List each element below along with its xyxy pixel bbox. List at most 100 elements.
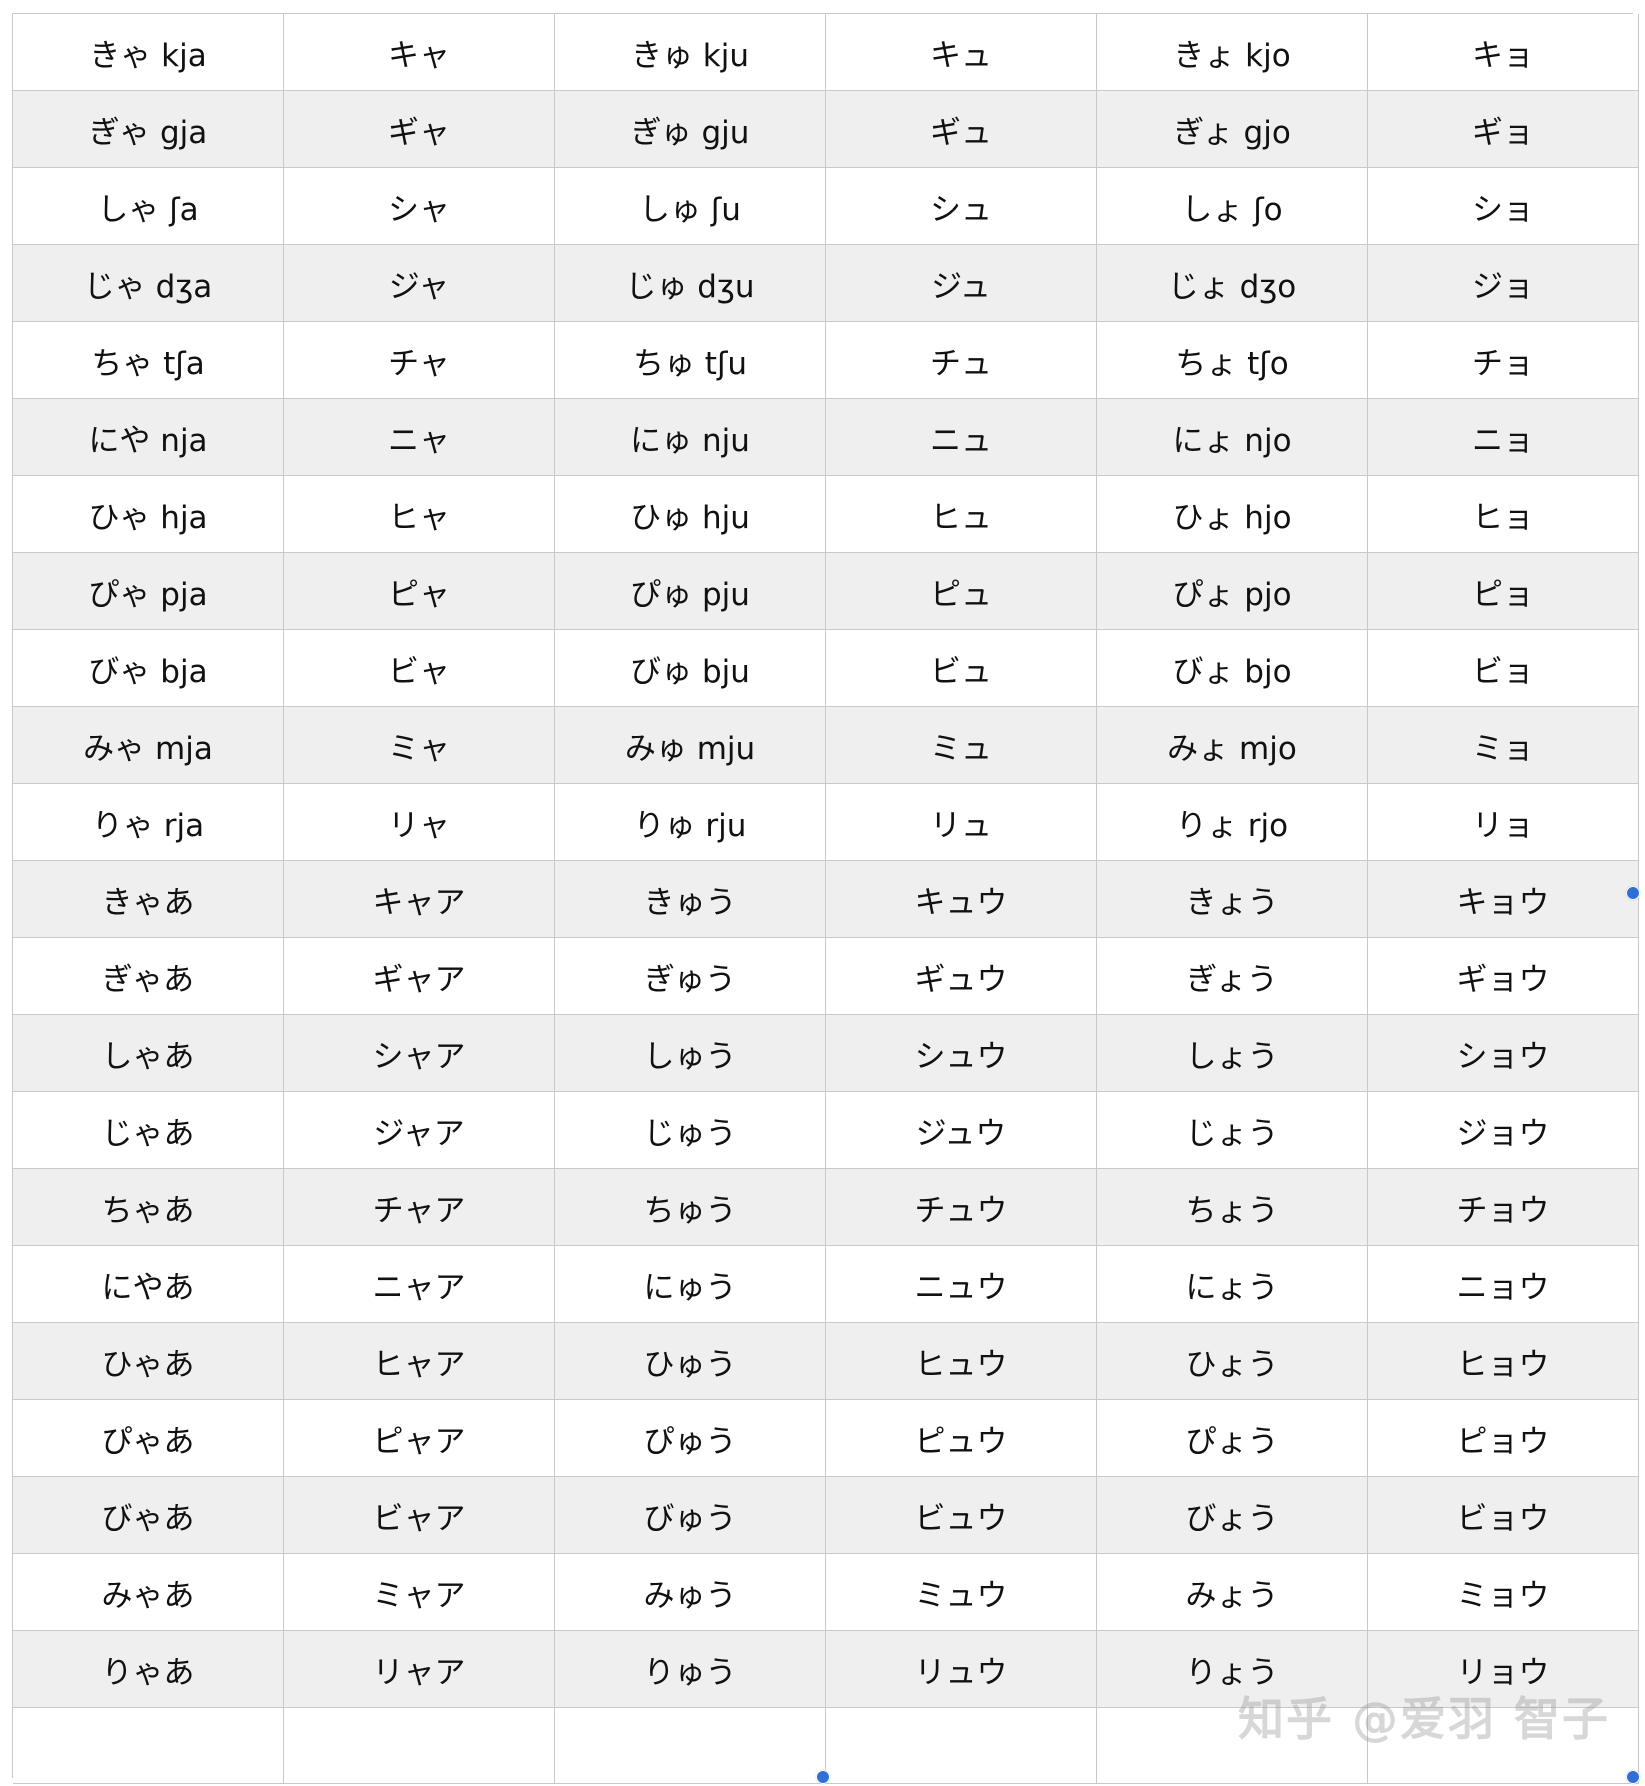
table-cell[interactable]: ショウ [1367, 1014, 1639, 1092]
table-cell-empty[interactable] [1096, 1707, 1368, 1784]
table-cell[interactable]: ひゃあ [13, 1322, 284, 1400]
table-cell[interactable]: ヒュ [825, 475, 1097, 553]
table-cell[interactable]: ぴょ pjo [1096, 552, 1368, 630]
table-cell[interactable]: みょう [1096, 1553, 1368, 1631]
table-cell[interactable]: ニョウ [1367, 1245, 1639, 1323]
table-cell[interactable]: リュウ [825, 1630, 1097, 1708]
table-cell[interactable]: チョ [1367, 321, 1639, 399]
table-cell[interactable]: ピュウ [825, 1399, 1097, 1477]
table-cell[interactable]: みょ mjo [1096, 706, 1368, 784]
table-cell[interactable]: びょう [1096, 1476, 1368, 1554]
table-cell[interactable]: きゃ kja [13, 14, 284, 91]
table-cell[interactable]: しゅう [554, 1014, 826, 1092]
table-cell[interactable]: ビャア [283, 1476, 555, 1554]
table-cell[interactable]: びゃ bja [13, 629, 284, 707]
table-cell[interactable]: にや nja [13, 398, 284, 476]
table-cell-empty[interactable] [283, 1707, 555, 1784]
table-cell[interactable]: ミョ [1367, 706, 1639, 784]
table-cell[interactable]: にょ njo [1096, 398, 1368, 476]
table-cell[interactable]: しゃ ʃa [13, 167, 284, 245]
table-cell[interactable]: リュ [825, 783, 1097, 861]
table-cell-empty[interactable] [1367, 1707, 1639, 1784]
table-cell-empty[interactable] [13, 1707, 284, 1784]
table-cell[interactable]: びょ bjo [1096, 629, 1368, 707]
table-cell[interactable]: ヒュウ [825, 1322, 1097, 1400]
table-cell[interactable]: キュ [825, 14, 1097, 91]
table-cell[interactable]: ひょう [1096, 1322, 1368, 1400]
table-cell[interactable]: ジョウ [1367, 1091, 1639, 1169]
table-cell[interactable]: じょ dʒo [1096, 244, 1368, 322]
table-cell[interactable]: ギョ [1367, 90, 1639, 168]
table-cell-empty[interactable] [554, 1707, 826, 1784]
table-cell[interactable]: ちゅう [554, 1168, 826, 1246]
table-cell[interactable]: キョ [1367, 14, 1639, 91]
table-cell[interactable]: ぴょう [1096, 1399, 1368, 1477]
table-cell[interactable]: ニュ [825, 398, 1097, 476]
resize-handle-corner[interactable] [1626, 1770, 1640, 1784]
table-cell[interactable]: ミャア [283, 1553, 555, 1631]
table-cell[interactable]: ピャア [283, 1399, 555, 1477]
table-cell[interactable]: じゅう [554, 1091, 826, 1169]
table-cell[interactable]: ヒャ [283, 475, 555, 553]
table-cell[interactable]: シャ [283, 167, 555, 245]
table-cell[interactable]: しょう [1096, 1014, 1368, 1092]
table-cell[interactable]: ビョウ [1367, 1476, 1639, 1554]
table-cell[interactable]: シュウ [825, 1014, 1097, 1092]
table-cell[interactable]: ちゅ tʃu [554, 321, 826, 399]
resize-handle-bottom[interactable] [816, 1770, 830, 1784]
table-cell[interactable]: キャア [283, 860, 555, 938]
table-cell[interactable]: ミョウ [1367, 1553, 1639, 1631]
table-cell[interactable]: リョ [1367, 783, 1639, 861]
table-cell[interactable]: びゅ bju [554, 629, 826, 707]
table-cell[interactable]: ビュウ [825, 1476, 1097, 1554]
table-cell[interactable]: きょ kjo [1096, 14, 1368, 91]
table-cell[interactable]: キャ [283, 14, 555, 91]
table-cell[interactable]: りょ rjo [1096, 783, 1368, 861]
table-cell[interactable]: ヒョウ [1367, 1322, 1639, 1400]
table-cell[interactable]: りゅ rju [554, 783, 826, 861]
table-cell[interactable]: ぎょ gjo [1096, 90, 1368, 168]
table-cell[interactable]: りょう [1096, 1630, 1368, 1708]
table-cell[interactable]: ミュ [825, 706, 1097, 784]
table-cell[interactable]: ビュ [825, 629, 1097, 707]
table-cell[interactable]: リャア [283, 1630, 555, 1708]
table-cell[interactable]: ギョウ [1367, 937, 1639, 1015]
table-cell[interactable]: ニャア [283, 1245, 555, 1323]
table-cell[interactable]: にやあ [13, 1245, 284, 1323]
table-cell[interactable]: チャア [283, 1168, 555, 1246]
table-cell[interactable]: しょ ʃo [1096, 167, 1368, 245]
table-cell[interactable]: ギュ [825, 90, 1097, 168]
table-cell[interactable]: ひゃ hja [13, 475, 284, 553]
table-cell[interactable]: きゃあ [13, 860, 284, 938]
table-cell[interactable]: ぎゃあ [13, 937, 284, 1015]
table-cell[interactable]: ジュ [825, 244, 1097, 322]
table-cell[interactable]: にゅ nju [554, 398, 826, 476]
table-cell[interactable]: ビャ [283, 629, 555, 707]
table-cell[interactable]: ヒャア [283, 1322, 555, 1400]
table-cell[interactable]: ギャア [283, 937, 555, 1015]
table-cell[interactable]: しゃあ [13, 1014, 284, 1092]
resize-handle-right[interactable] [1626, 886, 1640, 900]
table-cell[interactable]: りゃ rja [13, 783, 284, 861]
table-cell-empty[interactable] [825, 1707, 1097, 1784]
table-cell[interactable]: ぎょう [1096, 937, 1368, 1015]
table-cell[interactable]: チャ [283, 321, 555, 399]
table-cell[interactable]: しゅ ʃu [554, 167, 826, 245]
table-cell[interactable]: ぴゃ pja [13, 552, 284, 630]
table-cell[interactable]: リャ [283, 783, 555, 861]
table-cell[interactable]: ヒョ [1367, 475, 1639, 553]
table-cell[interactable]: にょう [1096, 1245, 1368, 1323]
table-cell[interactable]: チュ [825, 321, 1097, 399]
table-cell[interactable]: みゅう [554, 1553, 826, 1631]
table-cell[interactable]: ちゃ tʃa [13, 321, 284, 399]
table-cell[interactable]: リョウ [1367, 1630, 1639, 1708]
table-cell[interactable]: ニュウ [825, 1245, 1097, 1323]
table-cell[interactable]: キュウ [825, 860, 1097, 938]
table-cell[interactable]: ミャ [283, 706, 555, 784]
table-cell[interactable]: ニャ [283, 398, 555, 476]
table-cell[interactable]: ひょ hjo [1096, 475, 1368, 553]
table-cell[interactable]: ビョ [1367, 629, 1639, 707]
table-cell[interactable]: じゃ dʒa [13, 244, 284, 322]
table-cell[interactable]: りゅう [554, 1630, 826, 1708]
table-cell[interactable]: きょう [1096, 860, 1368, 938]
